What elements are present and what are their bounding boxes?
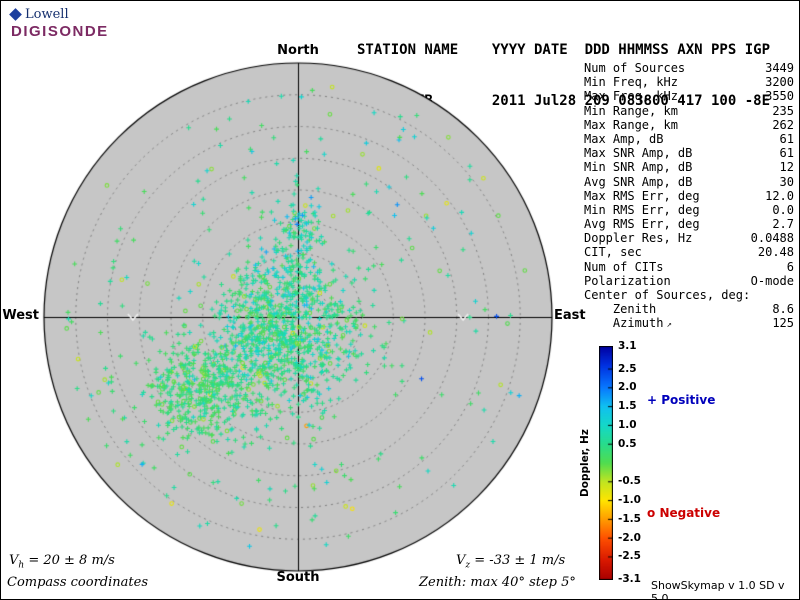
stat-row: Min Range, km 235 <box>584 104 794 118</box>
negative-marker-icon: o <box>647 506 656 520</box>
compass-label-west: West <box>2 308 39 323</box>
logo-brand-text: Lowell <box>25 7 69 22</box>
stat-label: Num of Sources <box>584 61 686 75</box>
stat-value: 20.48 <box>757 245 794 260</box>
azimuth-arrow-icon: ↗ <box>666 320 672 331</box>
stat-label: Avg SNR Amp, dB <box>584 174 693 189</box>
stat-row: CIT, sec 20.48 <box>584 245 794 259</box>
stat-row: Max RMS Err, deg 12.0 <box>584 189 794 203</box>
stat-value: 12 <box>779 160 794 175</box>
diamond-icon <box>9 8 22 21</box>
stat-row: Min SNR Amp, dB 12 <box>584 160 794 174</box>
stat-row: Max Freq, kHz 3550 <box>584 89 794 103</box>
colorbar-tick-label: 1.0 <box>618 418 637 431</box>
stat-value: 0.0 <box>772 202 794 217</box>
zenith-scale-label: Zenith: max 40° step 5° <box>419 575 576 590</box>
stat-value: 125 <box>772 316 794 331</box>
stat-value: 12.0 <box>765 188 794 203</box>
stat-value: 2.7 <box>772 217 794 232</box>
stat-label: Zenith <box>584 302 657 317</box>
colorbar-tick-label: -1.5 <box>618 512 641 525</box>
vertical-velocity-readout: Vz = -33 ± 1 m/s <box>456 553 566 571</box>
stat-row: Num of Sources 3449 <box>584 61 794 75</box>
stat-row: Avg RMS Err, deg 2.7 <box>584 217 794 231</box>
colorbar-title: Doppler, Hz <box>579 429 591 497</box>
coordinate-system-label: Compass coordinates <box>7 575 148 590</box>
legend-negative: o Negative <box>647 506 720 520</box>
stat-label: Azimuth ↗ <box>584 316 672 331</box>
stat-label: Min Freq, kHz <box>584 75 678 90</box>
horizontal-velocity-readout: Vh = 20 ± 8 m/s <box>9 553 115 571</box>
colorbar-tick-label: 3.1 <box>618 340 637 352</box>
stat-label: Center of Sources, deg: <box>584 288 751 302</box>
software-version-label: ShowSkymap v 1.0 SD v 5.0 <box>651 579 785 600</box>
stat-label: Doppler Res, Hz <box>584 231 693 246</box>
lowell-digisonde-logo: Lowell DIGISONDE <box>9 7 131 47</box>
skymap-canvas <box>38 57 558 577</box>
stats-panel: Num of Sources 3449 Min Freq, kHz 3200 Max F… <box>584 61 794 331</box>
compass-label-east: East <box>554 308 586 323</box>
stat-value: 3550 <box>765 89 794 104</box>
stat-row: Polarization O-mode <box>584 274 794 288</box>
compass-label-north: North <box>277 43 319 58</box>
colorbar-tick-label: -2.0 <box>618 531 641 544</box>
stat-row: Max Amp, dB 61 <box>584 132 794 146</box>
stat-value: 0.0488 <box>750 231 794 246</box>
stat-row: Max Range, km 262 <box>584 118 794 132</box>
stat-row: Avg SNR Amp, dB 30 <box>584 175 794 189</box>
stat-row: Doppler Res, Hz 0.0488 <box>584 231 794 245</box>
legend-negative-label: Negative <box>659 506 721 520</box>
stat-row: Min RMS Err, deg 0.0 <box>584 203 794 217</box>
positive-marker-icon: + <box>647 393 658 407</box>
colorbar-tick-label: 2.5 <box>618 362 637 375</box>
header-column-titles: STATION NAME YYYY DATE DDD HHMMSS AXN PP… <box>357 42 771 58</box>
stat-value: 262 <box>772 117 794 132</box>
stat-label: Num of CITs <box>584 259 664 274</box>
stat-label: Max Amp, dB <box>584 131 664 146</box>
doppler-colorbar <box>599 346 613 580</box>
colorbar-tick-label: -1.0 <box>618 494 641 507</box>
legend-positive-label: Positive <box>661 393 716 407</box>
legend-positive: + Positive <box>647 393 715 407</box>
colorbar-tick-label: -0.5 <box>618 475 641 488</box>
stat-label: Min RMS Err, deg <box>584 202 700 217</box>
stat-row: Azimuth ↗ 125 <box>584 316 794 330</box>
stat-row: Zenith 8.6 <box>584 302 794 316</box>
stat-value: 235 <box>772 103 794 118</box>
stat-label: Max SNR Amp, dB <box>584 146 693 161</box>
stat-label: CIT, sec <box>584 245 642 260</box>
colorbar-tick-label: 2.0 <box>618 381 637 394</box>
stat-value: 3449 <box>765 61 794 75</box>
colorbar-tick-label: 1.5 <box>618 400 637 413</box>
stat-label: Max Freq, kHz <box>584 89 678 104</box>
stat-row: Min Freq, kHz 3200 <box>584 75 794 89</box>
compass-label-south: South <box>276 570 320 585</box>
stat-label: Min Range, km <box>584 103 678 118</box>
stat-row: Num of CITs 6 <box>584 260 794 274</box>
colorbar-tick-label: 0.5 <box>618 437 637 450</box>
stat-value: 61 <box>779 146 794 161</box>
stat-value: 3200 <box>765 75 794 90</box>
colorbar-tick-label: -2.5 <box>618 550 641 563</box>
stat-label: Max RMS Err, deg <box>584 188 700 203</box>
stat-row: Center of Sources, deg: <box>584 288 794 302</box>
stat-value: 61 <box>779 131 794 146</box>
stat-value: O-mode <box>750 273 794 288</box>
stat-value: 6 <box>786 259 794 274</box>
stat-label: Avg RMS Err, deg <box>584 217 700 232</box>
colorbar-tick-label: -3.1 <box>618 573 641 585</box>
stat-label: Max Range, km <box>584 117 678 132</box>
stat-label: Min SNR Amp, dB <box>584 160 693 175</box>
logo-product-text: DIGISONDE <box>11 23 109 40</box>
stat-value: 30 <box>779 174 794 189</box>
stat-value: 8.6 <box>772 302 794 317</box>
stat-row: Max SNR Amp, dB 61 <box>584 146 794 160</box>
stat-label: Polarization <box>584 273 671 288</box>
